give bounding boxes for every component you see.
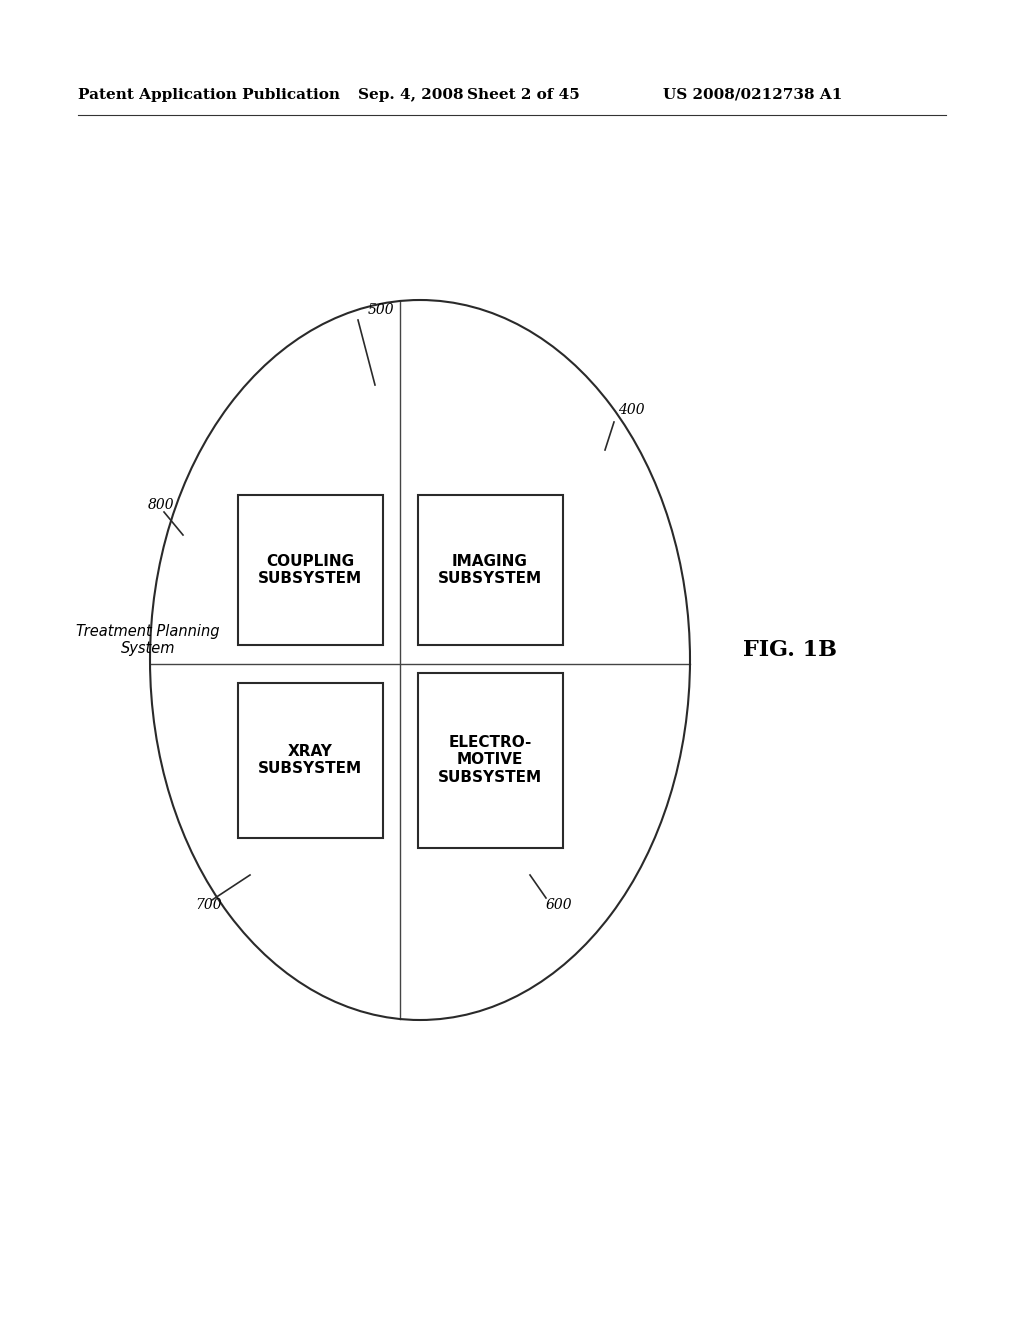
Text: US 2008/0212738 A1: US 2008/0212738 A1	[663, 88, 843, 102]
Text: Treatment Planning
System: Treatment Planning System	[76, 624, 220, 656]
Text: Sheet 2 of 45: Sheet 2 of 45	[467, 88, 580, 102]
Bar	[238, 495, 383, 645]
Bar	[418, 672, 562, 847]
Text: COUPLING
SUBSYSTEM: COUPLING SUBSYSTEM	[258, 554, 362, 586]
Text: XRAY
SUBSYSTEM: XRAY SUBSYSTEM	[258, 743, 362, 776]
Text: ELECTRO-
MOTIVE
SUBSYSTEM: ELECTRO- MOTIVE SUBSYSTEM	[438, 735, 542, 785]
Text: Patent Application Publication: Patent Application Publication	[78, 88, 340, 102]
Text: 500: 500	[368, 304, 394, 317]
Text: 400: 400	[618, 403, 645, 417]
Text: 700: 700	[195, 898, 221, 912]
Text: 600: 600	[546, 898, 572, 912]
Text: FIG. 1B: FIG. 1B	[743, 639, 837, 661]
Text: 800: 800	[148, 498, 175, 512]
Bar	[418, 495, 562, 645]
Text: Sep. 4, 2008: Sep. 4, 2008	[358, 88, 464, 102]
Text: IMAGING
SUBSYSTEM: IMAGING SUBSYSTEM	[438, 554, 542, 586]
Bar	[238, 682, 383, 837]
